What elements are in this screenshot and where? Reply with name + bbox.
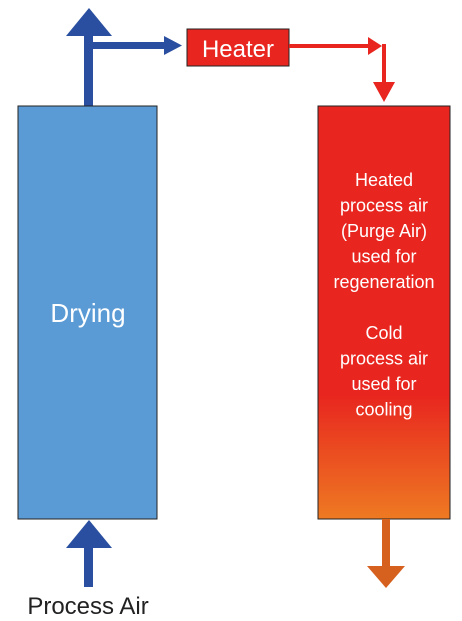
heater-label: Heater (202, 36, 274, 63)
regeneration-text: used for (351, 374, 416, 394)
input-label: Process Air (27, 593, 148, 620)
arrow-head (66, 520, 112, 548)
regeneration-text: (Purge Air) (341, 221, 427, 241)
heater-box (186, 28, 290, 67)
regeneration-text: Cold (365, 323, 402, 343)
flow-line (289, 44, 369, 48)
regeneration-text: Heated (355, 170, 413, 190)
flow-line (88, 42, 166, 49)
flow-line (382, 44, 386, 84)
arrow-head (66, 8, 112, 36)
regeneration-text: cooling (355, 400, 412, 420)
regeneration-text: regeneration (333, 272, 434, 292)
regeneration-box (317, 105, 451, 520)
regeneration-text: process air (340, 196, 428, 216)
arrow-head (373, 82, 395, 102)
regeneration-text: used for (351, 247, 416, 267)
flow-line (84, 30, 93, 106)
arrow-head (368, 37, 382, 55)
arrow-head (164, 36, 182, 55)
drying-label: Drying (50, 298, 125, 328)
regeneration-text: process air (340, 349, 428, 369)
flow-line (382, 519, 390, 569)
arrow-head (367, 566, 405, 588)
drying-box (17, 105, 158, 520)
flow-line (84, 540, 93, 587)
